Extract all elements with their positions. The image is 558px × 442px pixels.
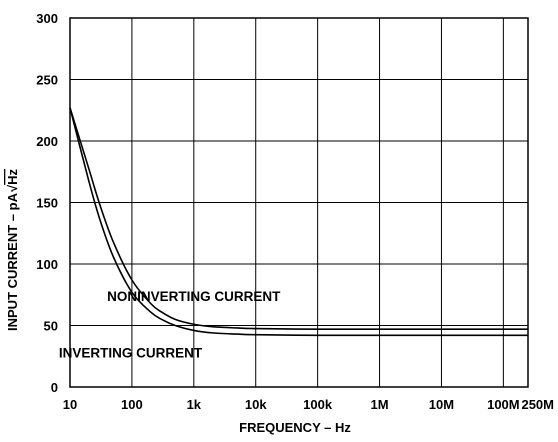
x-tick-labels: 10 100 1k 10k 100k 1M 10M 100M 250M [63,397,554,412]
annotations: NONINVERTING CURRENT INVERTING CURRENT [59,289,281,361]
series-line-inverting-current [69,107,528,337]
y-tick-label: 50 [44,319,58,334]
series-line-noninverting-current [69,107,528,331]
x-tick-label: 10M [429,397,454,412]
y-tick-label: 100 [36,257,58,272]
annotation-noninverting-current: NONINVERTING CURRENT [107,289,281,304]
y-tick-label: 150 [36,196,58,211]
x-tick-label: 100M [487,397,520,412]
y-tick-label: 250 [36,73,58,88]
y-axis-label-radicand: Hz [5,169,20,185]
x-tick-label: 100 [121,397,143,412]
y-tick-label: 200 [36,134,58,149]
y-axis-label: INPUT CURRENT – pA√Hz [5,169,20,331]
series-lines [69,107,528,337]
y-tick-labels: 0 50 100 150 200 250 300 [36,11,58,395]
svg-text:INPUT CURRENT – pA√Hz: INPUT CURRENT – pA√Hz [5,169,20,331]
plot-frame [69,17,529,388]
x-tick-label: 250M [521,397,554,412]
y-tick-label: 300 [36,11,58,26]
x-tick-label: 10k [245,397,267,412]
y-axis-label-text: INPUT CURRENT – pA [5,192,20,331]
grid-lines [69,17,529,388]
x-axis-label: FREQUENCY – Hz [239,420,351,435]
y-tick-label: 0 [51,380,58,395]
x-tick-label: 100k [303,397,333,412]
x-tick-label: 1M [371,397,389,412]
x-tick-label: 1k [187,397,202,412]
x-tick-label: 10 [63,397,77,412]
annotation-inverting-current: INVERTING CURRENT [59,345,203,360]
